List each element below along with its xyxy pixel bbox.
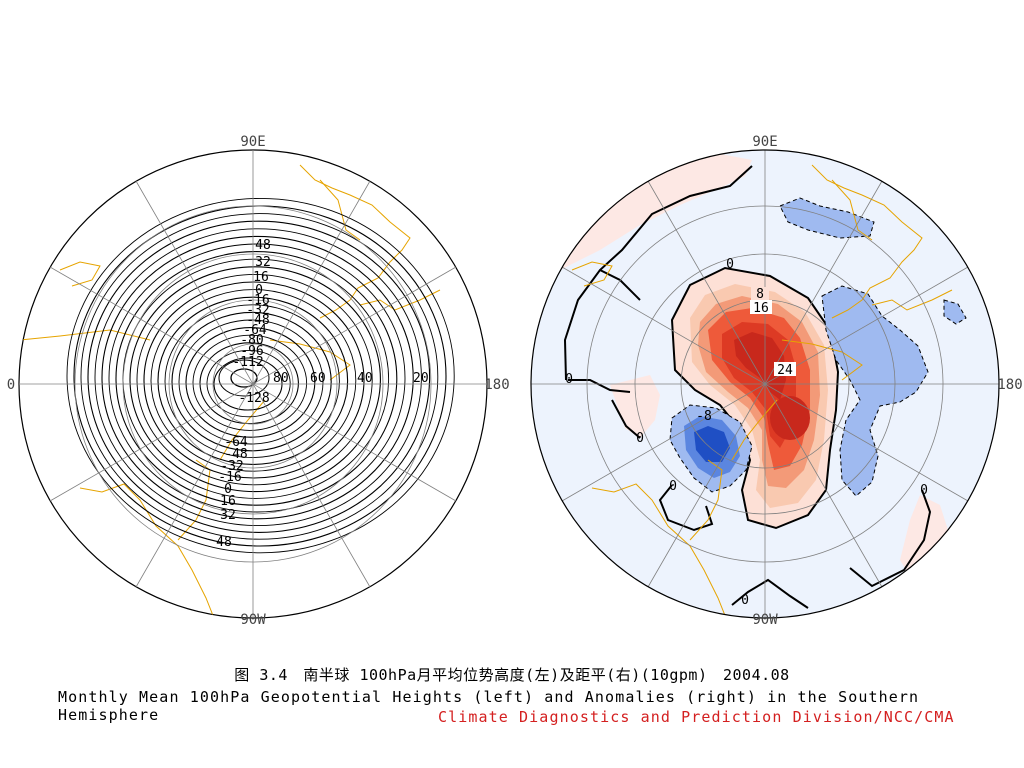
anomalies-lon-label-bottom: 90W <box>752 612 778 628</box>
height-contour <box>171 311 332 452</box>
figure-caption-organization: Climate Diagnostics and Prediction Divis… <box>438 708 955 726</box>
heights-contour-label: 32 <box>255 255 271 270</box>
anomaly-contour-label: 0 <box>565 372 573 387</box>
heights-contour-label: 16 <box>220 494 236 509</box>
heights-contour-label: 32 <box>220 508 236 523</box>
anomaly-contour-label: 0 <box>920 483 928 498</box>
height-contour <box>164 304 340 459</box>
heights-contour-label: -32 <box>220 459 243 474</box>
heights-contour-label: -80 <box>240 333 263 348</box>
anomaly-negative-peak <box>694 426 730 462</box>
anomaly-contour-label: 8 <box>756 287 764 302</box>
anomaly-contour-label: -8 <box>696 409 712 424</box>
heights-contour-label: -32 <box>246 303 269 318</box>
heights-contour-label: 48 <box>216 535 232 550</box>
anomaly-positive-peak <box>734 332 786 400</box>
heights-contour-label: -16 <box>246 293 269 308</box>
height-contour <box>108 243 406 513</box>
height-contour <box>94 228 422 527</box>
heights-ring-label-40: 40 <box>357 371 373 386</box>
heights-lon-label-top: 90E <box>240 134 265 150</box>
height-contour <box>143 281 365 479</box>
anomaly-positive-faint-region <box>531 150 752 300</box>
heights-ring-label-80: 80 <box>273 371 289 386</box>
heights-ring-label-20: 20 <box>413 371 429 386</box>
heights-contour-label: -64 <box>243 323 267 338</box>
anomaly-contour-label: 0 <box>669 479 677 494</box>
height-contour <box>115 251 398 506</box>
anomaly-negative-region <box>943 299 967 325</box>
anomalies-lon-label-top: 90E <box>752 134 777 150</box>
figure-caption-chinese: 图 3.4 南半球 100hPa月平均位势高度(左)及距平(右)(10gpm) … <box>234 666 790 684</box>
figure-caption-english: Monthly Mean 100hPa Geopotential Heights… <box>58 688 920 724</box>
heights-contour-label: -48 <box>224 447 247 462</box>
anomaly-zero-contours <box>563 165 932 609</box>
heights-graticule <box>19 150 487 618</box>
anomalies-lon-label-right: 180 <box>997 377 1022 393</box>
anomaly-negative-region <box>821 285 929 497</box>
height-contour <box>185 327 316 438</box>
height-contour <box>66 197 455 554</box>
heights-lon-label-left: 0 <box>7 377 15 393</box>
height-contour <box>129 266 381 493</box>
heights-contour-label: -128 <box>238 391 269 406</box>
height-contour <box>136 273 373 486</box>
anomaly-contour-label: 0 <box>741 593 749 608</box>
heights-contour-label: 16 <box>253 270 269 285</box>
anomalies-map: 8 16 24 -8 0 0 0 0 0 0 90E 90W 180 <box>530 134 1023 628</box>
anomalies-graticule <box>531 150 999 618</box>
anomaly-contour-label: 24 <box>777 363 793 378</box>
heights-ring-label-60: 60 <box>310 371 326 386</box>
anomaly-contour-label: 0 <box>726 257 734 272</box>
height-contour <box>178 319 324 445</box>
heights-contour-label: 0 <box>255 283 263 298</box>
height-contour <box>101 235 414 520</box>
heights-lon-label-right: 180 <box>484 377 509 393</box>
heights-map: 80 60 40 20 48 32 16 0 -16 -32 -48 -64 -… <box>7 134 510 628</box>
anomaly-contour-label: 16 <box>753 301 769 316</box>
height-contour <box>80 213 439 540</box>
heights-contour-label: -64 <box>224 435 248 450</box>
heights-contour-label: -96 <box>240 344 263 359</box>
heights-lon-label-bottom: 90W <box>240 612 266 628</box>
heights-contour-label: -48 <box>246 313 269 328</box>
heights-contour-label: -16 <box>218 470 241 485</box>
heights-contour-label: 0 <box>224 482 232 497</box>
heights-contour-label: -112 <box>232 355 263 370</box>
height-contour <box>87 220 431 533</box>
anomaly-contour-label: 0 <box>636 431 644 446</box>
heights-contour-label: 48 <box>255 238 271 253</box>
height-contour <box>192 334 308 431</box>
